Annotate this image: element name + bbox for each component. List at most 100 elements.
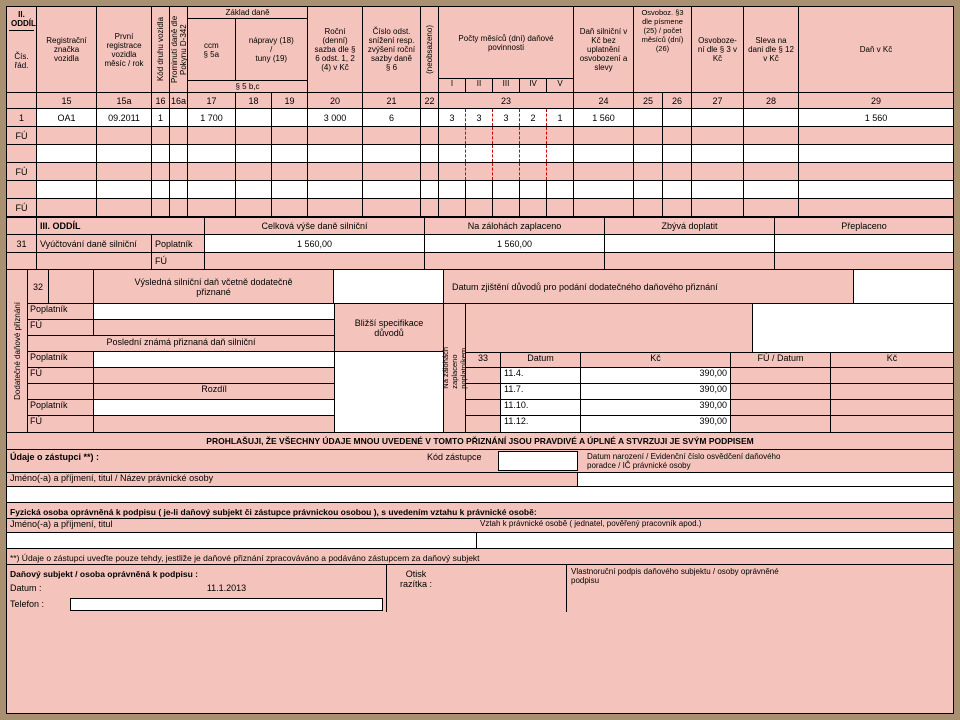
vlastno: Vlastnoruční podpis daňového subjektu / …: [567, 565, 953, 612]
fu32b: FÚ: [28, 368, 94, 383]
pop2-v[interactable]: [94, 352, 334, 367]
vysledna-v[interactable]: [334, 270, 444, 303]
r1-reg[interactable]: 09.2011: [97, 109, 152, 126]
cn16: 16: [152, 93, 170, 108]
jmeno1-v[interactable]: [7, 487, 953, 503]
blizsi-v[interactable]: [335, 352, 443, 432]
fyzicka: Fyzická osoba oprávněná k podpisu ( je-l…: [7, 503, 953, 519]
preplac-v[interactable]: [775, 235, 953, 252]
poznamka: **) Údaje o zástupci uveďte pouze tehdy,…: [7, 549, 953, 565]
cn29: 29: [799, 93, 953, 108]
r1-cislo[interactable]: 6: [363, 109, 421, 126]
kodzast-v[interactable]: [498, 451, 578, 471]
cn21: 21: [363, 93, 421, 108]
cn27: 27: [692, 93, 744, 108]
r1-kod[interactable]: 1: [152, 109, 170, 126]
pop1-v[interactable]: [94, 304, 334, 319]
datum-l: Datum :: [7, 583, 67, 593]
h-dankc: Daň v Kč: [799, 7, 953, 92]
fu32c: FÚ: [28, 416, 94, 432]
r1-dan[interactable]: 1 560: [574, 109, 634, 126]
cn24: 24: [574, 93, 634, 108]
datumnaroz-v[interactable]: [577, 473, 953, 486]
kodzast: Kód zástupce: [427, 450, 497, 472]
r31: 31: [7, 235, 37, 252]
r1-ccm[interactable]: 1 700: [188, 109, 236, 126]
telefon-v[interactable]: [70, 598, 383, 611]
r1-26[interactable]: [663, 109, 692, 126]
r1-dankc[interactable]: 1 560: [799, 109, 953, 126]
v2[interactable]: 1 560,00: [425, 235, 605, 252]
h-rIII: III: [493, 79, 520, 92]
h-cisloodst: Číslo odst. snížení resp. zvýšení roční …: [363, 7, 421, 92]
r1-25[interactable]: [634, 109, 663, 126]
fu31: FÚ: [152, 253, 205, 269]
pop1: Poplatník: [28, 304, 94, 319]
rozdil: Rozdíl: [94, 384, 334, 399]
jmeno1: Jméno(-a) a příjmení, titul / Název práv…: [7, 473, 577, 486]
jmeno2-v[interactable]: [7, 533, 477, 548]
nazaloh32: Na zálohách zaplaceno poplatníkem: [441, 347, 468, 389]
h-nazaloh: Na zálohách zaplaceno: [425, 218, 605, 234]
pop3-v[interactable]: [94, 400, 334, 415]
r1-m2[interactable]: 3: [466, 109, 493, 126]
cn22: 22: [421, 93, 439, 108]
vztah: Vztah k právnické osobě ( jednatel, pově…: [477, 519, 953, 532]
h-ccm5a: ccm § 5a: [188, 19, 236, 80]
oddil2-header: II. ODDÍL Čís. řád. Registrační značka v…: [7, 7, 953, 93]
cn26: 26: [663, 93, 692, 108]
data-row-2[interactable]: [7, 145, 953, 163]
sec32-block: Dodatečné daňové přiznání 32 Výsledná si…: [7, 270, 953, 433]
spec-v[interactable]: [753, 304, 953, 352]
oddil3: III. ODDÍL Celková výše daně silniční Na…: [7, 217, 953, 270]
fu-row-2: FÚ: [7, 163, 953, 181]
h-preplac: Přeplaceno: [775, 218, 953, 234]
fu1: FÚ: [7, 127, 37, 144]
oddil2-title: II. ODDÍL: [9, 8, 34, 31]
v1[interactable]: 1 560,00: [205, 235, 425, 252]
r1-28[interactable]: [744, 109, 799, 126]
h-datum: Datum: [501, 353, 581, 367]
datumnaroz: Datum narození / Evidenční číslo osvědče…: [579, 450, 953, 472]
h-rocni: Roční (denní) sazba dle § 6 odst. 1, 2 (…: [308, 7, 363, 92]
h-rIV: IV: [520, 79, 547, 92]
h-dansilnicni: Daň silniční v Kč bez uplatnění osvoboze…: [574, 7, 634, 92]
udajezast: Údaje o zástupci **) :: [10, 452, 99, 462]
r1-m5[interactable]: 1: [547, 109, 574, 126]
fu-row-3: FÚ: [7, 199, 953, 217]
r1-m4[interactable]: 2: [520, 109, 547, 126]
datumzj-v[interactable]: [853, 270, 953, 303]
r1-m1[interactable]: 3: [439, 109, 466, 126]
r1-m3[interactable]: 3: [493, 109, 520, 126]
h-pocty: Počty měsíců (dní) daňové povinnosti: [456, 7, 555, 78]
tax-form: II. ODDÍL Čís. řád. Registrační značka v…: [6, 6, 954, 714]
pop3: Poplatník: [28, 400, 94, 415]
vysledna: Výsledná silniční daň včetně dodatečně p…: [94, 270, 334, 303]
r1-prom[interactable]: [170, 109, 188, 126]
prohlas: PROHLAŠUJI, ŽE VŠECHNY ÚDAJE MNOU UVEDEN…: [7, 433, 953, 450]
h-zakladdane: Základ daně: [188, 7, 307, 19]
r1-27[interactable]: [692, 109, 744, 126]
h-cisrad: Čís. řád.: [14, 31, 28, 91]
cn16a: 16a: [170, 93, 188, 108]
colnum-row: 15 15a 16 16a 17 18 19 20 21 22 23 24 25…: [7, 93, 953, 109]
r1-n: 1: [7, 109, 37, 126]
vztah-v[interactable]: [477, 533, 953, 548]
cn17: 17: [188, 93, 236, 108]
h-rV: V: [547, 79, 573, 92]
data-row-1: 1 OA1 09.2011 1 1 700 3 000 6 3 3 3 2 1 …: [7, 109, 953, 127]
fu2: FÚ: [7, 163, 37, 180]
r1-nap[interactable]: [236, 109, 272, 126]
r1-rz[interactable]: OA1: [37, 109, 97, 126]
r1-tun[interactable]: [272, 109, 308, 126]
data-row-3[interactable]: [7, 181, 953, 199]
h-rI: I: [439, 79, 466, 92]
h-zbyva: Zbývá doplatit: [605, 218, 775, 234]
h-celkova: Celková výše daně silniční: [205, 218, 425, 234]
r1-rocni[interactable]: 3 000: [308, 109, 363, 126]
h-regznacka: Registrační značka vozidla: [37, 7, 97, 92]
h-kc: Kč: [581, 353, 731, 367]
zbyva-v[interactable]: [605, 235, 775, 252]
telefon-l: Telefon :: [7, 599, 67, 609]
fu32a: FÚ: [28, 320, 94, 335]
